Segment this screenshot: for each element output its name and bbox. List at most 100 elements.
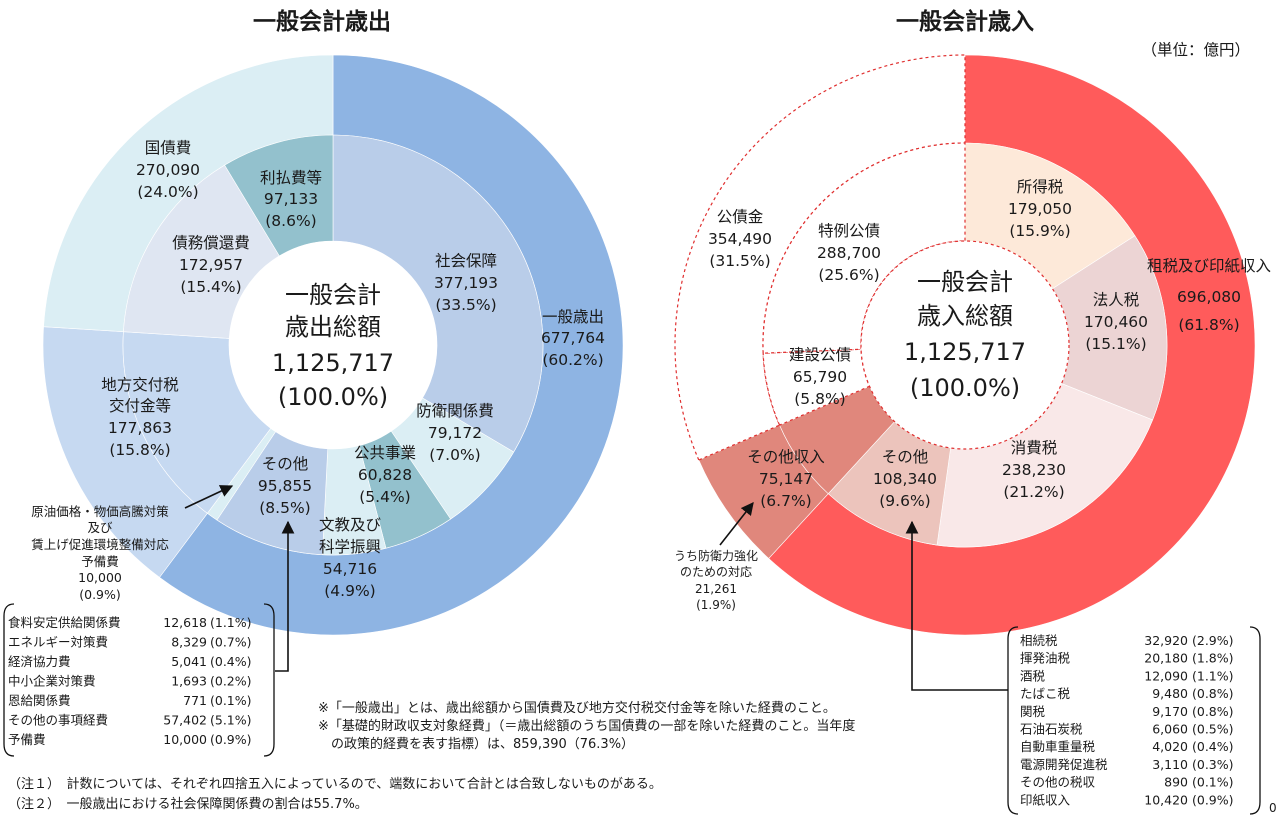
expenditure-title: 一般会計歳出 (253, 8, 391, 35)
svg-text:(8.6%): (8.6%) (265, 212, 316, 230)
svg-text:(24.0%): (24.0%) (137, 183, 198, 201)
label-shotoku: 所得税 179,050 (15.9%) (1008, 178, 1072, 240)
exp-breakdown-item-4-name: 恩給関係費 (8, 693, 71, 708)
svg-text:354,490: 354,490 (708, 230, 772, 248)
svg-text:社会保障: 社会保障 (435, 252, 497, 270)
svg-text:(9.6%): (9.6%) (879, 492, 930, 510)
svg-text:(6.7%): (6.7%) (760, 492, 811, 510)
label-kosaikin: 公債金 354,490 (31.5%) (708, 208, 772, 270)
rev-breakdown-item-3-pct: (0.8%) (1192, 686, 1234, 701)
svg-text:238,230: 238,230 (1002, 461, 1066, 479)
svg-text:170,460: 170,460 (1084, 313, 1148, 331)
exp-breakdown-item-2-name: 経済協力費 (8, 654, 71, 669)
expenditure-center-hole (229, 241, 437, 449)
label-bunkyo: 文教及び 科学振興 54,716 (4.9%) (319, 516, 382, 600)
svg-text:交付金等: 交付金等 (109, 397, 171, 415)
svg-text:防衛関係費: 防衛関係費 (416, 402, 494, 420)
exp-breakdown-list: 食料安定供給関係費 12,618 (1.1%) エネルギー対策費 8,329 (0.7%)… (8, 615, 252, 747)
exp-breakdown-item-2-value: 5,041 (171, 654, 207, 669)
exp-breakdown-item-1-name: エネルギー対策費 (8, 635, 108, 650)
footnote-1: ※「一般歳出」とは、歳出総額から国債費及び地方交付税交付金等を除いた経費のこと。 (318, 700, 836, 716)
rev-breakdown-item-7-value: 3,110 (1152, 757, 1188, 772)
svg-text:予備費: 予備費 (81, 554, 119, 569)
unit-label: （単位：億円） (1141, 41, 1250, 59)
exp-breakdown-bracket-right (263, 603, 275, 757)
exp-breakdown-item-3-name: 中小企業対策費 (8, 674, 96, 689)
note-2: （注２） 一般歳出における社会保障関係費の割合は55.7%。 (8, 796, 368, 812)
svg-text:地方交付税: 地方交付税 (101, 376, 179, 394)
exp-breakdown-item-5-name: その他の事項経費 (8, 713, 108, 728)
revenue-outer-ring (674, 54, 1256, 636)
footnote-2: ※「基礎的財政収支対象経費」（＝歳出総額のうち国債費の一部を除いた経費のこと。当… (318, 718, 855, 734)
svg-text:97,133: 97,133 (264, 190, 318, 208)
svg-text:文教及び: 文教及び (319, 516, 382, 534)
label-sonota: その他 95,855 (8.5%) (258, 455, 312, 517)
svg-text:利払費等: 利払費等 (260, 169, 322, 187)
svg-text:(15.8%): (15.8%) (109, 441, 170, 459)
svg-text:54,716: 54,716 (323, 560, 377, 578)
svg-text:法人税: 法人税 (1093, 291, 1140, 309)
exp-breakdown-arrow (275, 520, 295, 672)
svg-text:75,147: 75,147 (759, 470, 813, 488)
rev-breakdown-item-7-name: 電源開発促進税 (1020, 757, 1108, 772)
exp-breakdown-item-6-pct: (0.9%) (210, 732, 252, 747)
svg-text:95,855: 95,855 (258, 477, 312, 495)
svg-text:(15.4%): (15.4%) (180, 278, 241, 296)
svg-text:国債費: 国債費 (145, 139, 192, 157)
svg-text:その他: その他 (262, 455, 309, 473)
rev-breakdown-item-6-value: 4,020 (1152, 739, 1188, 754)
revenue-title: 一般会計歳入 (896, 8, 1034, 35)
exp-center-line2: 歳出総額 (285, 313, 381, 341)
footnote-3: の政策的経費を表す指標）は、859,390（76.3%） (318, 736, 634, 752)
expenditure-inner-ring (122, 134, 544, 556)
rev-breakdown-item-0-name: 相続税 (1020, 633, 1058, 648)
rev-breakdown-item-5-pct: (0.5%) (1192, 722, 1234, 737)
svg-text:177,863: 177,863 (108, 419, 172, 437)
svg-text:うち防衛力強化: うち防衛力強化 (674, 548, 758, 563)
label-sozei: 租税及び印紙収入 696,080 (61.8%) (1147, 257, 1271, 334)
exp-center-line1: 一般会計 (285, 281, 381, 309)
svg-text:その他: その他 (882, 448, 929, 466)
svg-text:賃上げ促進環境整備対応: 賃上げ促進環境整備対応 (31, 537, 169, 552)
label-hojin: 法人税 170,460 (15.1%) (1084, 291, 1148, 353)
svg-text:(4.9%): (4.9%) (324, 582, 375, 600)
svg-text:60,828: 60,828 (358, 466, 412, 484)
rev-breakdown-item-8-pct: (0.1%) (1192, 775, 1234, 790)
svg-text:377,193: 377,193 (434, 274, 498, 292)
svg-text:及び: 及び (87, 520, 113, 535)
exp-breakdown-item-1-value: 8,329 (171, 635, 207, 650)
svg-text:21,261: 21,261 (695, 582, 737, 596)
exp-breakdown-item-3-pct: (0.2%) (210, 674, 252, 689)
label-shohi: 消費税 238,230 (21.2%) (1002, 439, 1066, 501)
svg-text:(60.2%): (60.2%) (542, 351, 603, 369)
svg-text:288,700: 288,700 (817, 244, 881, 262)
rev-breakdown-arrow (905, 520, 1008, 691)
rev-breakdown-item-6-name: 自動車重量税 (1020, 739, 1096, 754)
label-yobihi: 原油価格・物価高騰対策 及び 賃上げ促進環境整備対応 予備費 10,000 (0… (31, 504, 169, 602)
rev-breakdown-item-9-pct: (0.9%) (1192, 792, 1234, 807)
rev-breakdown-item-3-value: 9,480 (1152, 686, 1188, 701)
page-number: 0 (1269, 801, 1277, 815)
exp-breakdown-item-1-pct: (0.7%) (210, 635, 252, 650)
svg-text:債務償還費: 債務償還費 (172, 234, 250, 252)
svg-text:一般歳出: 一般歳出 (542, 308, 604, 326)
exp-breakdown-item-5-pct: (5.1%) (210, 713, 252, 728)
svg-text:科学振興: 科学振興 (319, 538, 381, 556)
svg-text:696,080: 696,080 (1177, 288, 1241, 306)
label-sonotashunyu: その他収入 75,147 (6.7%) (747, 448, 825, 510)
svg-text:(1.9%): (1.9%) (696, 598, 736, 612)
rev-breakdown-item-8-value: 890 (1164, 775, 1188, 790)
svg-text:(0.9%): (0.9%) (79, 587, 121, 602)
svg-text:原油価格・物価高騰対策: 原油価格・物価高騰対策 (31, 504, 169, 519)
svg-text:(61.8%): (61.8%) (1178, 316, 1239, 334)
rev-breakdown-item-6-pct: (0.4%) (1192, 739, 1234, 754)
svg-text:(21.2%): (21.2%) (1003, 483, 1064, 501)
svg-text:(15.1%): (15.1%) (1085, 335, 1146, 353)
svg-text:(7.0%): (7.0%) (429, 446, 480, 464)
label-chiho: 地方交付税 交付金等 177,863 (15.8%) (101, 376, 179, 459)
yobihi-arrow (184, 485, 234, 509)
exp-breakdown-item-6-name: 予備費 (8, 732, 46, 747)
rev-center-line1: 一般会計 (917, 268, 1013, 296)
label-tokurei: 特例公債 288,700 (25.6%) (817, 222, 881, 284)
revenue-inner-ring (762, 142, 1168, 548)
